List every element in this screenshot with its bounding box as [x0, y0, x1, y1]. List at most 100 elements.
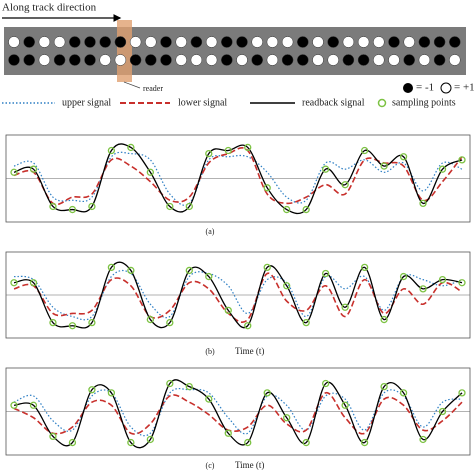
sampling-point — [29, 401, 38, 409]
track-dot — [221, 54, 233, 66]
sampling-point — [438, 165, 447, 173]
track-dot — [403, 54, 415, 66]
track-dot — [297, 36, 309, 48]
track-dot — [266, 36, 279, 48]
track-dot — [449, 36, 461, 48]
sampling-point — [399, 389, 408, 397]
sampling-point — [360, 438, 369, 447]
panel-caption: (a) — [206, 227, 215, 236]
legend-readback: readback signal — [302, 97, 365, 108]
track-dot — [373, 36, 385, 48]
track-dot — [205, 54, 218, 66]
sampling-point — [68, 205, 77, 214]
sampling-point — [127, 143, 135, 152]
legend-black: = -1 — [416, 82, 434, 94]
sampling-point — [88, 386, 96, 394]
sampling-point — [224, 306, 232, 315]
track-dot — [190, 54, 203, 66]
sampling-point — [283, 414, 291, 422]
track-dot — [281, 36, 294, 48]
track-dot — [297, 54, 309, 66]
sampling-point — [283, 205, 291, 214]
track-dot — [114, 36, 127, 48]
track-dot — [221, 36, 233, 48]
signal-line — [13, 272, 463, 323]
sampling-point — [29, 165, 38, 173]
track-dot — [418, 54, 431, 66]
sampling-point — [458, 156, 466, 164]
sampling-point — [127, 266, 135, 275]
sampling-point — [146, 435, 154, 444]
track-dot — [403, 36, 415, 48]
sampling-point — [49, 432, 57, 441]
sampling-point — [263, 263, 271, 272]
track-dot — [388, 36, 400, 48]
sampling-point — [438, 275, 447, 284]
track-dot — [84, 54, 96, 66]
sampling-point — [49, 202, 57, 211]
sampling-point — [10, 279, 18, 287]
track-dot — [175, 36, 187, 48]
track-dot — [99, 54, 111, 66]
sampling-point — [166, 379, 174, 388]
sampling-point — [399, 153, 408, 161]
panel-caption: (b) — [205, 347, 215, 356]
track-dot — [160, 54, 172, 66]
sampling-point — [88, 202, 96, 211]
signal-line — [13, 392, 463, 435]
track-dot — [23, 36, 35, 48]
track-dot — [433, 54, 446, 66]
sampling-point — [341, 303, 349, 311]
panel-caption: (c) — [206, 461, 215, 470]
sampling-point — [107, 263, 116, 272]
sampling-point — [185, 202, 193, 211]
sampling-point — [10, 168, 18, 176]
track-dot — [69, 36, 81, 48]
track-dot — [8, 54, 20, 66]
sampling-point — [205, 272, 213, 281]
legend-white: = +1 — [454, 82, 474, 94]
track-dot — [312, 54, 324, 66]
legend-white-dot — [440, 82, 452, 94]
track-dot — [281, 54, 294, 66]
sampling-point — [185, 266, 193, 275]
track-dot — [449, 54, 461, 66]
sampling-point — [419, 199, 427, 208]
track-dot — [129, 54, 142, 66]
sampling-point — [322, 269, 330, 278]
track-dot — [373, 54, 385, 66]
track-dot — [53, 36, 66, 48]
track-dot — [312, 36, 324, 48]
track-dot — [327, 36, 339, 48]
sampling-point — [49, 318, 57, 327]
sampling-point — [107, 389, 116, 397]
signal-line — [13, 387, 463, 437]
sampling-point — [380, 162, 388, 170]
x-axis-label: Time (t) — [235, 346, 264, 356]
reader-pointer — [123, 81, 141, 89]
sampling-point — [263, 184, 271, 192]
track-dot — [190, 36, 203, 48]
sampling-point — [438, 407, 447, 416]
sampling-point — [224, 146, 232, 155]
sampling-point — [68, 322, 77, 330]
direction-label: Along track direction — [2, 2, 97, 14]
reader-label: reader — [143, 84, 163, 93]
sampling-point — [205, 149, 213, 158]
track-dot — [129, 36, 142, 48]
track-dot — [175, 54, 187, 66]
legend-sampling: sampling points — [392, 97, 456, 108]
sampling-point — [68, 438, 77, 447]
track-dot — [342, 36, 355, 48]
sampling-point — [146, 168, 154, 176]
reader-box — [117, 20, 132, 82]
sampling-point — [166, 202, 174, 211]
track-dot — [388, 54, 400, 66]
sampling-point — [205, 395, 213, 403]
track-dot — [205, 36, 218, 48]
sampling-point — [263, 389, 271, 397]
sampling-point — [185, 382, 193, 391]
track-dot — [236, 36, 248, 48]
track-dot — [418, 36, 431, 48]
sampling-point — [166, 318, 174, 327]
